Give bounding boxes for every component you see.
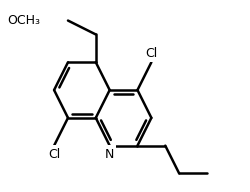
- Text: Cl: Cl: [145, 47, 158, 60]
- Text: OCH₃: OCH₃: [7, 14, 40, 27]
- Text: Cl: Cl: [48, 148, 60, 161]
- Text: N: N: [105, 148, 114, 161]
